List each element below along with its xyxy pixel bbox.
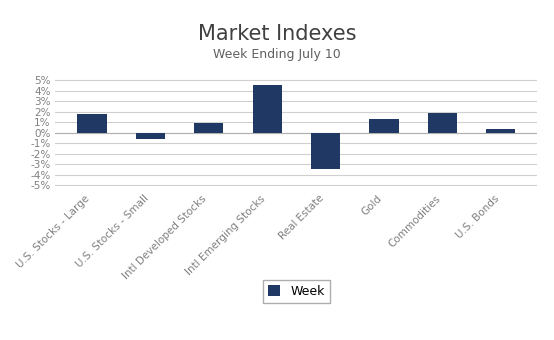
Bar xyxy=(136,133,165,139)
Bar xyxy=(486,130,515,133)
Bar xyxy=(78,114,106,133)
Text: Week Ending July 10: Week Ending July 10 xyxy=(213,48,341,61)
Text: Market Indexes: Market Indexes xyxy=(198,24,356,44)
Legend: Week: Week xyxy=(263,280,330,303)
Bar xyxy=(428,113,457,133)
Bar xyxy=(194,123,223,133)
Bar xyxy=(253,85,282,133)
Bar xyxy=(311,133,340,169)
Bar xyxy=(370,119,399,133)
